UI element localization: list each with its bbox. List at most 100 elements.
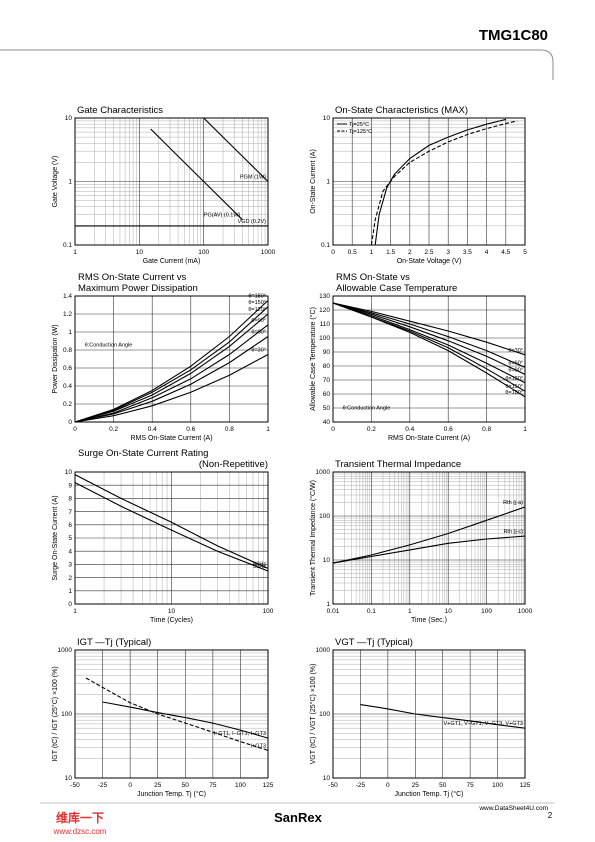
y-tick-label: 10: [65, 115, 73, 122]
series-line: [74, 474, 269, 569]
series-line: [74, 482, 269, 572]
y-tick-label: 6: [68, 522, 72, 529]
series-line: [360, 704, 526, 729]
y-tick-label: 130: [319, 293, 330, 300]
series-line: [203, 117, 269, 182]
x-axis-label: RMS On-State Current (A): [388, 435, 470, 442]
logo-text: 维库一下: [56, 810, 104, 825]
x-tick-label: 0.6: [444, 426, 453, 433]
y-tick-label: 1.4: [63, 293, 72, 300]
series-label: PG(AV) (0.1W): [204, 213, 241, 219]
x-tick-label: 1: [73, 608, 77, 615]
x-tick-label: 0.4: [405, 426, 414, 433]
series-line: [370, 120, 518, 246]
y-tick-label: 90: [323, 349, 331, 356]
y-tick-label: 5: [68, 535, 72, 542]
series-line: [74, 313, 269, 423]
series-line: [332, 302, 526, 398]
y-tick-label: 10: [323, 557, 331, 564]
y-tick-label: 50: [323, 405, 331, 412]
x-tick-label: 4: [485, 249, 489, 256]
header-frame: [0, 49, 554, 80]
y-tick-label: 0: [68, 419, 72, 426]
x-tick-label: -25: [356, 782, 366, 789]
plot-frame: [332, 295, 526, 423]
x-tick-label: 0.2: [109, 426, 118, 433]
x-tick-label: 1: [266, 426, 270, 433]
legend-label: Tj=125°C: [349, 129, 372, 135]
y-tick-label: 1000: [316, 647, 331, 654]
x-tick-label: 0: [386, 782, 390, 789]
series-line: [374, 118, 506, 246]
y-tick-label: 100: [319, 335, 330, 342]
chart-subtitle: Allowable Case Temperature: [336, 283, 457, 294]
y-axis-label: Allowable Case Temperature (°C): [309, 307, 317, 411]
chart-title: VGT —Tj (Typical): [335, 637, 413, 648]
x-tick-label: 0: [128, 782, 132, 789]
series-line: [332, 302, 526, 368]
x-tick-label: 1: [408, 608, 412, 615]
y-tick-label: 110: [320, 321, 331, 328]
y-tick-label: 10: [65, 469, 73, 476]
y-tick-label: 100: [319, 513, 330, 520]
y-tick-label: 8: [68, 496, 72, 503]
x-tick-label: 100: [198, 249, 209, 256]
x-tick-label: 125: [520, 782, 531, 789]
x-tick-label: 0.2: [367, 426, 376, 433]
series-line: [102, 701, 269, 739]
y-tick-label: 0.2: [63, 401, 72, 408]
series-line: [332, 302, 526, 356]
series-label: V+GT1, V−GT1, V−GT3, V+GT3: [444, 721, 523, 727]
plot-frame: [74, 295, 269, 423]
x-tick-label: 50: [182, 782, 190, 789]
series-label: I+GT3: [251, 743, 266, 749]
x-tick-label: 25: [154, 782, 162, 789]
x-tick-label: 100: [263, 608, 274, 615]
x-tick-label: 0.8: [482, 426, 491, 433]
y-tick-label: 1000: [58, 647, 73, 654]
x-tick-label: 5: [523, 249, 527, 256]
series-label: Rth (j-c): [503, 529, 523, 535]
series-line: [74, 336, 269, 423]
footer-url: www.DataSheet4U.com: [478, 805, 548, 812]
y-tick-label: 0.8: [63, 347, 72, 354]
series-label: 60Hz: [253, 561, 266, 567]
y-tick-label: 3: [68, 562, 72, 569]
legend-label: Tj=25°C: [349, 122, 369, 128]
series-line: [85, 677, 269, 751]
series-label: Rth (j-a): [503, 500, 523, 506]
y-tick-label: 100: [319, 711, 330, 718]
x-tick-label: 100: [492, 782, 503, 789]
series-label: θ=120°: [505, 376, 523, 382]
x-tick-label: 2.5: [424, 249, 433, 256]
series-label: θ=90°: [508, 367, 523, 373]
x-tick-label: 125: [263, 782, 274, 789]
y-tick-label: 70: [323, 377, 331, 384]
plot-frame: [332, 471, 526, 605]
y-tick-label: 1: [68, 588, 72, 595]
x-tick-label: 3: [446, 249, 450, 256]
x-tick-label: 10: [136, 249, 144, 256]
series-label: θ=30°: [508, 348, 523, 354]
y-tick-label: 0.1: [63, 242, 72, 249]
x-tick-label: 10: [168, 608, 176, 615]
x-axis-label: Time (Sec.): [411, 617, 447, 624]
chart-title: Transient Thermal Impedance: [335, 459, 461, 470]
x-tick-label: 0: [331, 249, 335, 256]
x-tick-label: 50: [439, 782, 447, 789]
series-line: [74, 300, 269, 423]
y-tick-label: 1: [326, 601, 330, 608]
header-title: TMG1C80: [479, 27, 548, 44]
chart-title: RMS On-State vs: [336, 272, 410, 283]
x-tick-label: -50: [328, 782, 338, 789]
series-line: [332, 506, 526, 564]
y-axis-label: Gate Voltage (V): [52, 156, 59, 208]
y-tick-label: 1: [68, 179, 72, 186]
series-label: VGD (0.2V): [238, 219, 267, 225]
y-tick-label: 0.4: [63, 383, 72, 390]
x-tick-label: 75: [467, 782, 475, 789]
x-axis-label: Junction Temp. Tj (°C): [137, 790, 206, 798]
y-axis-label: On-State Current (A): [310, 149, 317, 214]
annotation: θ:Conduction Angle: [85, 342, 133, 348]
